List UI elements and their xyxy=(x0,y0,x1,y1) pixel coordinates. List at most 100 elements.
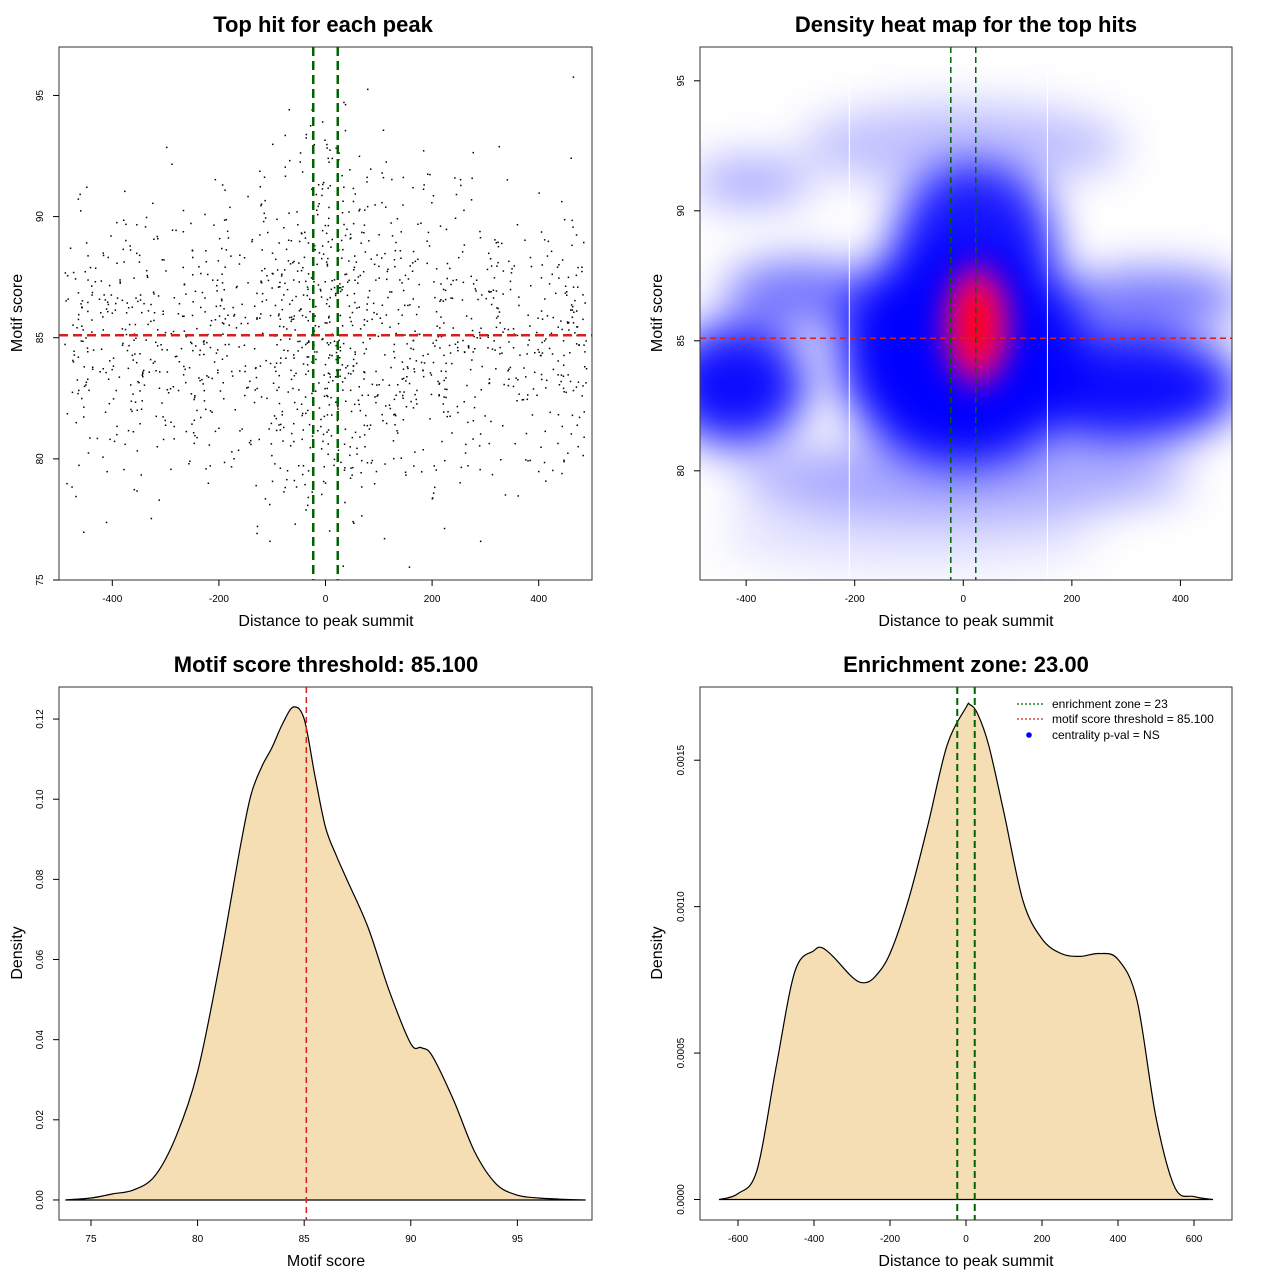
scatter-point xyxy=(80,340,83,342)
scatter-point xyxy=(192,256,194,259)
scatter-point xyxy=(441,440,443,443)
scatter-point xyxy=(503,328,506,330)
scatter-point xyxy=(259,234,261,236)
scatter-point xyxy=(162,313,164,315)
scatter-point xyxy=(481,294,483,296)
scatter-point xyxy=(290,369,292,372)
scatter-point xyxy=(287,260,290,262)
scatter-point xyxy=(156,235,159,238)
scatter-point xyxy=(443,396,445,398)
scatter-point xyxy=(297,340,299,343)
scatter-point xyxy=(583,436,585,438)
scatter-point xyxy=(298,310,301,312)
scatter-point xyxy=(152,291,155,293)
scatter-point xyxy=(291,318,293,321)
scatter-point xyxy=(231,370,233,373)
scatter-point xyxy=(363,371,366,374)
scatter-point xyxy=(382,420,384,422)
scatter-point xyxy=(395,332,397,335)
scatter-point xyxy=(318,252,321,254)
scatter-point xyxy=(132,359,134,361)
scatter-point xyxy=(431,498,434,500)
scatter-point xyxy=(529,256,532,259)
scatter-point xyxy=(342,565,344,567)
scatter-point xyxy=(543,340,546,342)
scatter-point xyxy=(132,431,135,433)
scatter-point xyxy=(253,401,256,404)
scatter-point xyxy=(64,343,66,346)
scatter-point xyxy=(192,432,195,434)
scatter-point xyxy=(76,379,79,381)
scatter-point xyxy=(329,149,331,151)
scatter-point xyxy=(94,267,97,269)
scatter-point xyxy=(431,202,433,204)
scatter-point xyxy=(327,241,330,243)
scatter-point xyxy=(282,326,285,328)
scatter-point xyxy=(457,341,459,343)
scatter-point xyxy=(335,147,337,149)
scatter-point xyxy=(356,447,358,450)
scatter-point xyxy=(196,409,198,412)
scatter-point xyxy=(464,452,467,454)
scatter-point xyxy=(200,306,202,309)
scatter-point xyxy=(449,352,452,354)
scatter-y-tick-label: 90 xyxy=(35,211,46,223)
scatter-point xyxy=(462,281,465,284)
scatter-point xyxy=(255,376,258,379)
scatter-point xyxy=(352,358,355,361)
scatter-point xyxy=(584,302,586,304)
scatter-point xyxy=(119,279,121,281)
scatter-point xyxy=(571,219,573,222)
scatter-point xyxy=(404,471,407,473)
scatter-point xyxy=(357,399,360,401)
scatter-point xyxy=(153,238,155,240)
scatter-point xyxy=(259,186,262,188)
scatter-point xyxy=(563,391,565,393)
scatter-point xyxy=(153,293,155,295)
scatter-point xyxy=(366,320,369,322)
scatter-point xyxy=(162,438,165,441)
scatter-point xyxy=(230,466,233,468)
scatter-point xyxy=(328,305,331,308)
scatter-point xyxy=(423,184,425,186)
scatter-point xyxy=(298,389,300,391)
scatter-point xyxy=(370,168,372,170)
scatter-point xyxy=(317,205,319,208)
scatter-point xyxy=(359,436,361,438)
scatter-x-tick-label: 0 xyxy=(323,594,329,605)
scatter-point xyxy=(264,267,266,270)
scatter-point xyxy=(366,309,368,311)
scatter-point xyxy=(340,461,342,464)
scatter-point xyxy=(206,375,208,377)
scatter-point xyxy=(414,260,417,263)
score-density-area xyxy=(65,706,586,1201)
scatter-point xyxy=(452,279,454,282)
scatter-point xyxy=(401,282,403,284)
scatter-point xyxy=(564,292,567,294)
scatter-point xyxy=(318,203,320,205)
scatter-point xyxy=(393,343,396,346)
scatter-point xyxy=(576,326,578,328)
scatter-point xyxy=(359,274,362,277)
scatter-point xyxy=(78,313,80,316)
scatter-point xyxy=(265,299,268,301)
scatter-point xyxy=(149,358,152,361)
scatter-point xyxy=(381,201,383,204)
scatter-point xyxy=(557,326,559,328)
scatter-point xyxy=(456,346,459,349)
scatter-x-tick-label: -400 xyxy=(102,594,122,605)
scatter-point xyxy=(301,232,303,235)
scatter-point xyxy=(287,350,289,352)
scatter-point xyxy=(550,250,553,253)
scatter-point xyxy=(488,442,490,445)
scatter-point xyxy=(92,349,95,351)
scatter-point xyxy=(545,338,547,340)
scatter-point xyxy=(349,347,352,350)
scatter-point xyxy=(413,368,415,370)
scatter-point xyxy=(264,199,266,202)
scatter-point xyxy=(555,292,557,295)
scatter-point xyxy=(264,498,267,500)
scatter-point xyxy=(328,217,330,220)
scatter-point xyxy=(463,244,466,246)
